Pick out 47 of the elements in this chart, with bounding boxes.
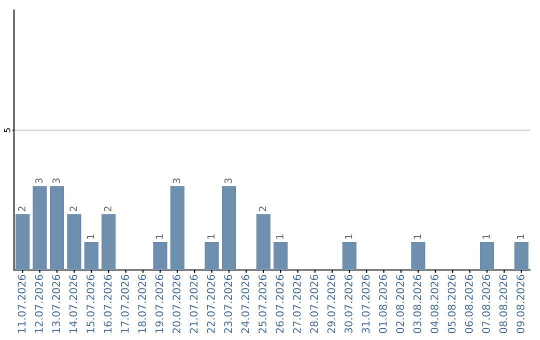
data-label: 1 <box>482 234 490 239</box>
x-tick-label: 13.07.2026 <box>52 274 60 333</box>
x-tick-label: 16.07.2026 <box>104 274 112 333</box>
x-tick-label: 06.08.2026 <box>464 274 473 334</box>
data-label: 2 <box>70 206 77 212</box>
x-tick-label: 09.08.2026 <box>516 274 524 334</box>
x-tick-label: 18.07.2026 <box>138 274 146 333</box>
x-tick-label: 23.07.2026 <box>224 274 232 334</box>
x-tick-label: 03.08.2026 <box>413 274 422 334</box>
data-label: 2 <box>258 206 266 212</box>
x-tick-label: 01.08.2026 <box>378 274 387 334</box>
x-tick-label: 08.08.2026 <box>499 274 508 334</box>
x-tick-label: 25.07.2026 <box>258 274 266 334</box>
data-label: 2 <box>18 206 26 212</box>
data-label: 1 <box>516 234 524 239</box>
data-label: 2 <box>104 206 112 212</box>
x-tick-label: 14.07.2026 <box>69 274 78 333</box>
x-tick-label: 17.07.2026 <box>120 274 129 333</box>
x-tick-label: 21.07.2026 <box>190 274 198 334</box>
x-tick-label: 27.07.2026 <box>292 274 301 334</box>
x-tick-label: 28.07.2026 <box>310 274 318 334</box>
data-label: 1 <box>156 234 163 239</box>
x-tick-label: 15.07.2026 <box>86 274 94 333</box>
data-label: 1 <box>276 234 284 239</box>
x-tick-label: 07.08.2026 <box>482 274 490 334</box>
x-tick-label: 02.08.2026 <box>396 274 404 334</box>
data-label: 1 <box>344 234 352 239</box>
data-label: 3 <box>35 178 43 184</box>
y-tick-label: 5 <box>4 128 10 132</box>
x-tick-label: 31.07.2026 <box>362 274 370 334</box>
x-tick-label: 05.08.2026 <box>448 274 456 334</box>
data-label: 3 <box>224 178 232 184</box>
x-tick-label: 30.07.2026 <box>344 274 352 334</box>
x-tick-label: 20.07.2026 <box>172 274 180 334</box>
x-tick-label: 19.07.2026 <box>155 274 164 333</box>
data-label: 1 <box>414 234 421 239</box>
x-tick-label: 22.07.2026 <box>206 274 215 334</box>
data-label: 3 <box>52 178 60 184</box>
data-label: 1 <box>86 234 94 239</box>
x-tick-label: 29.07.2026 <box>327 274 336 334</box>
x-tick-label: 26.07.2026 <box>276 274 284 334</box>
data-label: 1 <box>207 234 214 239</box>
x-tick-label: 04.08.2026 <box>430 274 438 334</box>
x-tick-label: 12.07.2026 <box>34 274 43 333</box>
x-tick-label: 24.07.2026 <box>241 274 250 334</box>
data-label: 3 <box>172 178 180 184</box>
x-tick-label: 11.07.2026 <box>18 274 26 333</box>
